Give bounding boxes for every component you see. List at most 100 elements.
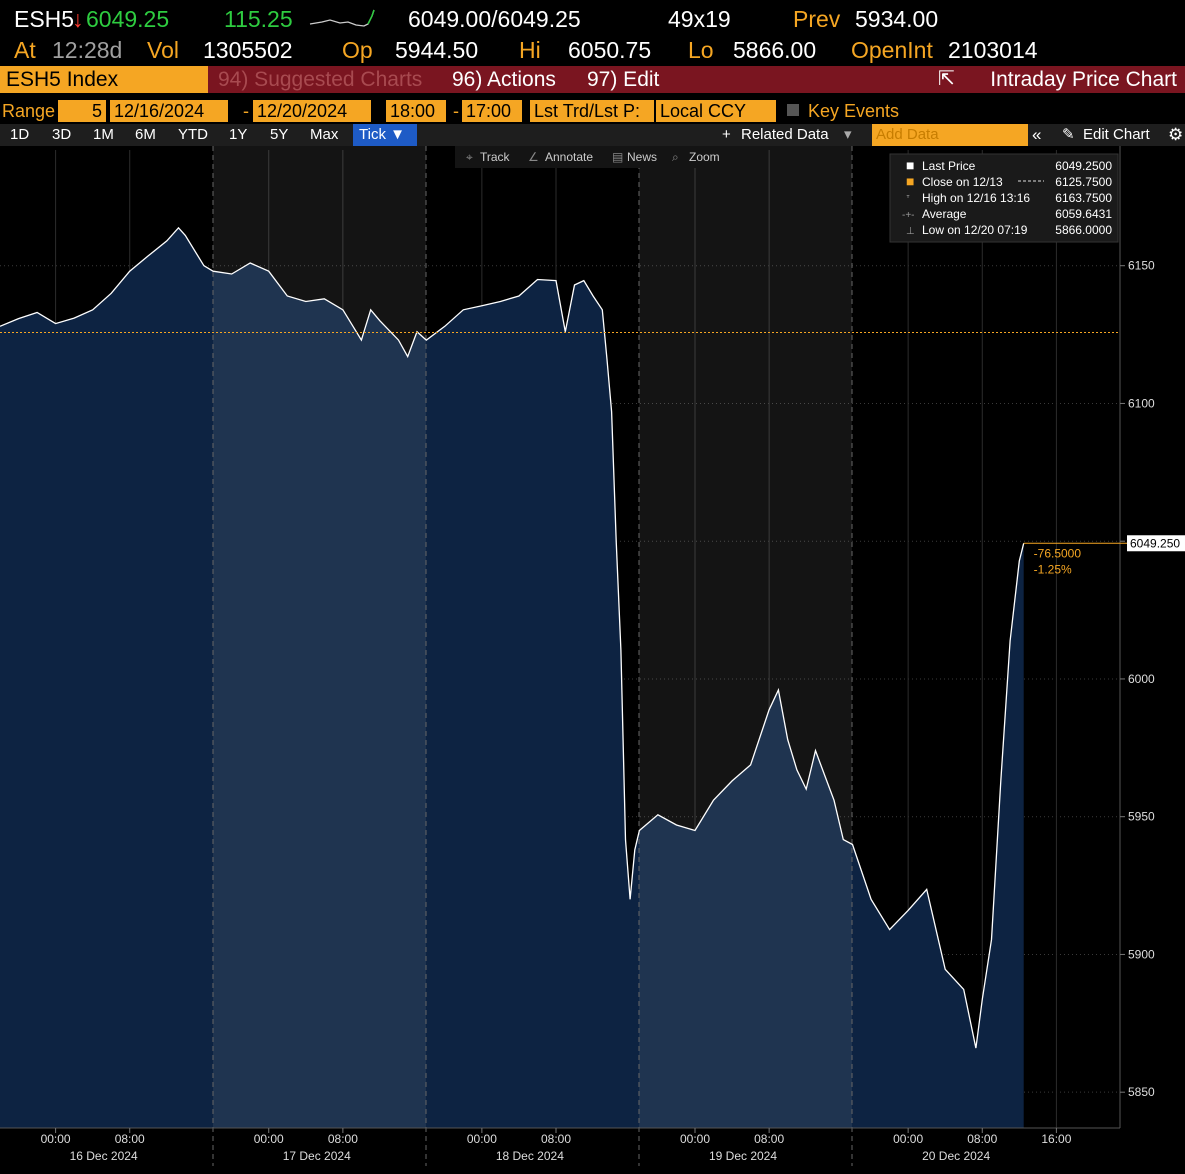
tool[interactable]: Track	[480, 150, 511, 164]
date-label: 16 Dec 2024	[70, 1149, 138, 1163]
period[interactable]: 1Y	[229, 126, 248, 143]
annotation: -76.5000	[1034, 546, 1082, 560]
add-data[interactable]: Add Data	[872, 124, 1028, 146]
front-layer: 585059005950600060506100615000:0008:0000…	[0, 226, 1185, 1163]
x-tick-label: 08:00	[328, 1132, 358, 1146]
collapse[interactable]: «	[1032, 125, 1042, 144]
page-title: Intraday Price Chart	[990, 68, 1177, 91]
low: 5866.00	[733, 37, 817, 63]
x-tick-label: 08:00	[541, 1132, 571, 1146]
legend-label: Last Price	[922, 159, 976, 173]
oi-label: OpenInt	[851, 37, 933, 63]
vol: 1305502	[203, 37, 293, 63]
period[interactable]: 3D	[52, 126, 72, 143]
edit-chart[interactable]: Edit Chart	[1083, 126, 1150, 143]
legend-value: 6049.2500	[1055, 159, 1112, 173]
period[interactable]: YTD	[178, 126, 208, 143]
tool-icon: ⌖	[466, 150, 473, 164]
period[interactable]: Max	[310, 126, 339, 143]
x-tick-label: 00:00	[680, 1132, 710, 1146]
tool[interactable]: News	[627, 150, 657, 164]
op-label: Op	[342, 37, 373, 63]
prev-label: Prev	[793, 6, 841, 32]
lo-label: Lo	[688, 37, 714, 63]
legend-icon: ■	[906, 173, 914, 189]
period[interactable]: 1M	[93, 126, 114, 143]
y-tick-label: 5950	[1128, 810, 1155, 824]
legend-value: 6125.7500	[1055, 175, 1112, 189]
ticker: ESH5	[14, 6, 75, 32]
time: 12:28d	[52, 37, 123, 63]
period[interactable]: 5Y	[270, 126, 289, 143]
y-tick-label: 6100	[1128, 396, 1155, 410]
period[interactable]: 1D	[10, 126, 30, 143]
at-label: At	[14, 37, 36, 63]
x-tick-label: 16:00	[1041, 1132, 1071, 1146]
security[interactable]: ESH5 Index	[0, 66, 208, 93]
settings[interactable]: ⚙	[1168, 125, 1184, 144]
legend-label: Close on 12/13	[922, 175, 1003, 189]
last-tag: 6049.250	[1130, 536, 1180, 550]
start-date[interactable]: 12/16/2024	[110, 100, 228, 122]
net-change: 115.25	[224, 6, 293, 32]
vol-label: Vol	[147, 37, 179, 63]
legend-icon: ⊥	[906, 226, 915, 237]
date-label: 19 Dec 2024	[709, 1149, 777, 1163]
session-band	[213, 146, 426, 1128]
x-tick-label: 00:00	[254, 1132, 284, 1146]
tool[interactable]: Zoom	[689, 150, 720, 164]
end-date[interactable]: 12/20/2024	[253, 100, 371, 122]
period: Tick	[359, 126, 386, 143]
suggested-charts[interactable]: 94) Suggested Charts	[218, 68, 423, 91]
x-tick-label: 00:00	[467, 1132, 497, 1146]
range-label: Range	[2, 101, 56, 121]
edit-menu[interactable]: 97) Edit	[587, 68, 660, 91]
dash: -	[243, 101, 249, 121]
end-time[interactable]: 17:00	[462, 100, 522, 122]
legend-box	[889, 153, 1119, 243]
legend-label: Average	[922, 207, 967, 221]
dash: -	[453, 101, 459, 121]
start-time[interactable]: 18:00	[386, 100, 446, 122]
prev: 5934.00	[855, 6, 939, 32]
legend-icon: -+-	[902, 210, 915, 221]
open-interest: 2103014	[948, 37, 1038, 63]
x-tick-label: 08:00	[967, 1132, 997, 1146]
period[interactable]: 6M	[135, 126, 156, 143]
date-label: 20 Dec 2024	[922, 1149, 990, 1163]
back-layer	[0, 150, 1120, 1129]
legend-label: Low on 12/20 07:19	[922, 223, 1028, 237]
legend-label: High on 12/16 13:16	[922, 191, 1030, 205]
price-area	[0, 227, 1024, 1129]
sparkline	[309, 9, 375, 27]
bid-ask: 6049.00/6049.25	[408, 6, 581, 32]
date-label: 18 Dec 2024	[496, 1149, 564, 1163]
date-label: 17 Dec 2024	[283, 1149, 351, 1163]
currency[interactable]: Local CCY	[656, 100, 776, 122]
plus-icon: +	[722, 126, 731, 143]
price-field[interactable]: Lst Trd/Lst P:	[530, 100, 654, 122]
checkbox[interactable]	[787, 104, 799, 116]
chart-tools: ⌖ Track ∠ Annotate ▤ News ⌕ Zoom	[455, 146, 727, 168]
legend-icon: ᐪ	[906, 194, 910, 205]
last-price: 6049.25	[86, 6, 170, 32]
tool-icon: ▤	[612, 150, 623, 164]
period-selected[interactable]: Tick ▼	[353, 124, 417, 146]
popout-icon[interactable]: ⇱	[938, 68, 955, 90]
tool[interactable]: Annotate	[545, 150, 593, 164]
last-tag-box	[1127, 535, 1185, 552]
chart: 585059005950600060506100615000:0008:0000…	[0, 146, 1185, 1166]
key-events: Key Events	[808, 101, 900, 121]
caret: ▾	[844, 126, 852, 143]
open: 5944.50	[395, 37, 479, 63]
actions-menu[interactable]: 96) Actions	[452, 68, 556, 91]
x-tick-label: 08:00	[754, 1132, 784, 1146]
range-count[interactable]: 5	[58, 100, 106, 122]
high: 6050.75	[568, 37, 652, 63]
legend-value: 5866.0000	[1055, 223, 1112, 237]
related-data[interactable]: Related Data	[741, 126, 829, 143]
price-line	[0, 226, 1025, 1049]
pencil-icon: ✎	[1062, 126, 1075, 143]
y-tick-label: 6000	[1128, 672, 1155, 686]
